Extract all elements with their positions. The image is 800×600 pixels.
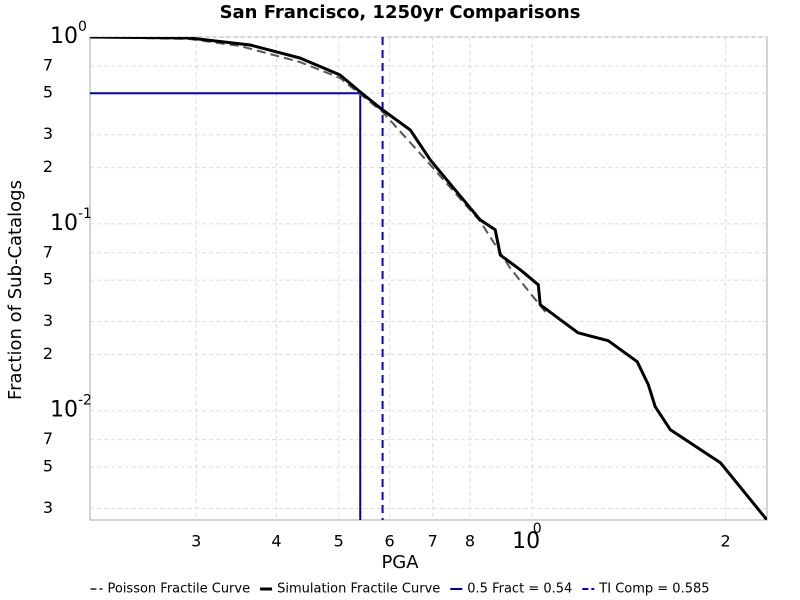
x-tick-label: 6 [385, 532, 395, 551]
y-tick-label: 5 [43, 456, 53, 475]
y-tick-label: 7 [43, 55, 53, 74]
y-tick-label: 5 [43, 270, 53, 289]
y-axis-label: Fraction of Sub-Catalogs [5, 180, 26, 400]
y-tick-label: 3 [43, 124, 53, 143]
series-line [90, 37, 547, 313]
legend-label: Simulation Fractile Curve [277, 582, 440, 597]
y-tick-label: 10 [50, 398, 78, 423]
y-tick-label: 3 [43, 311, 53, 330]
x-tick-label: 2 [720, 532, 730, 551]
x-tick-label: 5 [334, 532, 344, 551]
legend-label: 0.5 Fract = 0.54 [467, 582, 572, 597]
x-tick-superscript: 0 [533, 521, 542, 537]
plot-area [89, 36, 768, 521]
x-axis-label: PGA [381, 552, 419, 573]
legend-label: TI Comp = 0.585 [598, 582, 709, 597]
y-tick-superscript: 0 [78, 19, 87, 35]
x-tick-label: 8 [465, 532, 475, 551]
y-tick-superscript: -2 [78, 393, 92, 409]
chart-title: San Francisco, 1250yr Comparisons [220, 2, 581, 23]
y-tick-label: 10 [50, 211, 78, 236]
y-tick-superscript: -1 [78, 206, 92, 222]
series-line [90, 37, 767, 520]
legend: Poisson Fractile Curve Simulation Fractil… [90, 582, 710, 597]
y-tick-label: 3 [43, 498, 53, 517]
y-tick-label: 10 [50, 24, 78, 49]
y-tick-label: 7 [43, 429, 53, 448]
x-tick-label: 10 [512, 529, 540, 554]
y-tick-label: 2 [43, 344, 53, 363]
x-tick-label: 3 [191, 532, 201, 551]
x-tick-label: 7 [428, 532, 438, 551]
x-tick-label: 4 [271, 532, 281, 551]
y-tick-label: 7 [43, 242, 53, 261]
y-tick-label: 2 [43, 157, 53, 176]
y-tick-label: 5 [43, 83, 53, 102]
legend-label: Poisson Fractile Curve [107, 582, 250, 597]
